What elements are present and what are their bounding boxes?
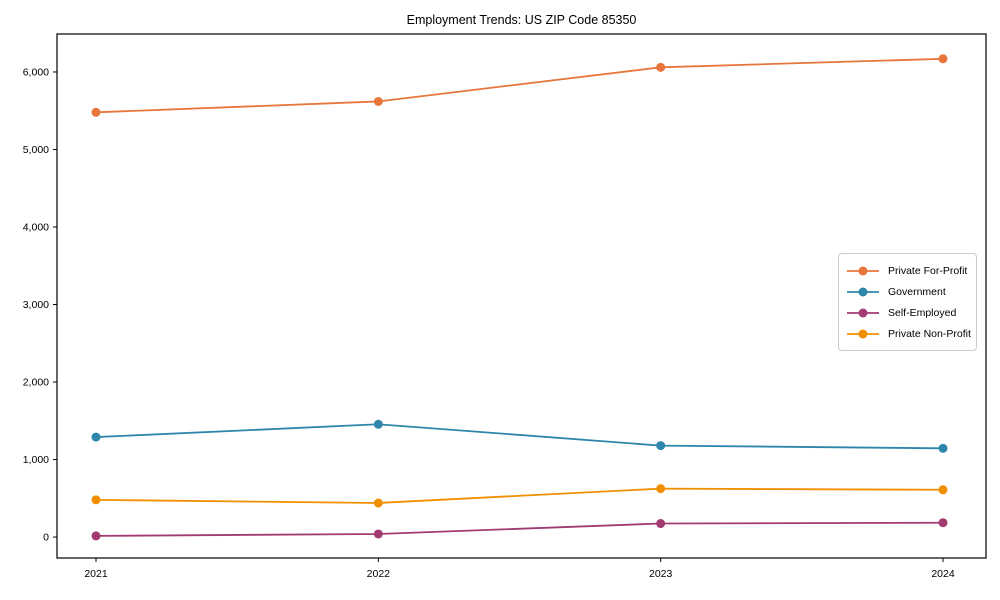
legend-label: Self-Employed xyxy=(888,306,957,319)
legend-item: Self-Employed xyxy=(846,302,968,323)
y-tick-label: 1,000 xyxy=(23,454,49,466)
data-point-marker xyxy=(373,498,383,508)
series-line xyxy=(95,521,944,537)
legend-line-marker-icon xyxy=(847,308,879,317)
data-point-marker xyxy=(373,96,383,106)
data-point-marker xyxy=(938,485,948,495)
data-point-marker xyxy=(91,495,101,505)
series-line xyxy=(95,57,944,114)
data-point-marker xyxy=(373,529,383,539)
x-tick-label: 2023 xyxy=(649,568,673,580)
data-point-marker xyxy=(938,443,948,453)
plot-border xyxy=(56,33,987,559)
data-point-marker xyxy=(91,531,101,541)
legend-label: Private Non-Profit xyxy=(888,327,971,340)
y-tick-label: 2,000 xyxy=(23,377,49,389)
legend: Private For-Profit Government Self-Employe… xyxy=(838,253,977,351)
y-tick-label: 4,000 xyxy=(23,222,49,234)
x-tick-label: 2024 xyxy=(931,568,955,580)
data-point-marker xyxy=(656,484,666,494)
data-point-marker xyxy=(938,518,948,528)
y-tick-label: 3,000 xyxy=(23,299,49,311)
data-point-marker xyxy=(656,62,666,72)
chart-title: Employment Trends: US ZIP Code 85350 xyxy=(406,13,637,27)
legend-item: Private For-Profit xyxy=(846,260,968,281)
legend-label: Government xyxy=(888,285,946,298)
legend-item: Government xyxy=(846,281,968,302)
data-point-marker xyxy=(91,107,101,117)
x-tick-label: 2022 xyxy=(367,568,391,580)
data-point-marker xyxy=(938,54,948,64)
data-point-marker xyxy=(656,441,666,451)
legend-label: Private For-Profit xyxy=(888,264,968,277)
y-tick-label: 5,000 xyxy=(23,144,49,156)
y-tick-label: 6,000 xyxy=(23,67,49,79)
series-line xyxy=(95,423,944,450)
y-tick-label: 0 xyxy=(43,532,49,544)
legend-line-marker-icon xyxy=(847,287,879,296)
legend-line-marker-icon xyxy=(847,329,879,338)
data-point-marker xyxy=(656,519,666,529)
legend-item: Private Non-Profit xyxy=(846,323,971,344)
legend-line-marker-icon xyxy=(847,266,879,275)
data-point-marker xyxy=(373,419,383,429)
x-tick-label: 2021 xyxy=(84,568,108,580)
data-point-marker xyxy=(91,432,101,442)
series-line xyxy=(95,487,944,504)
